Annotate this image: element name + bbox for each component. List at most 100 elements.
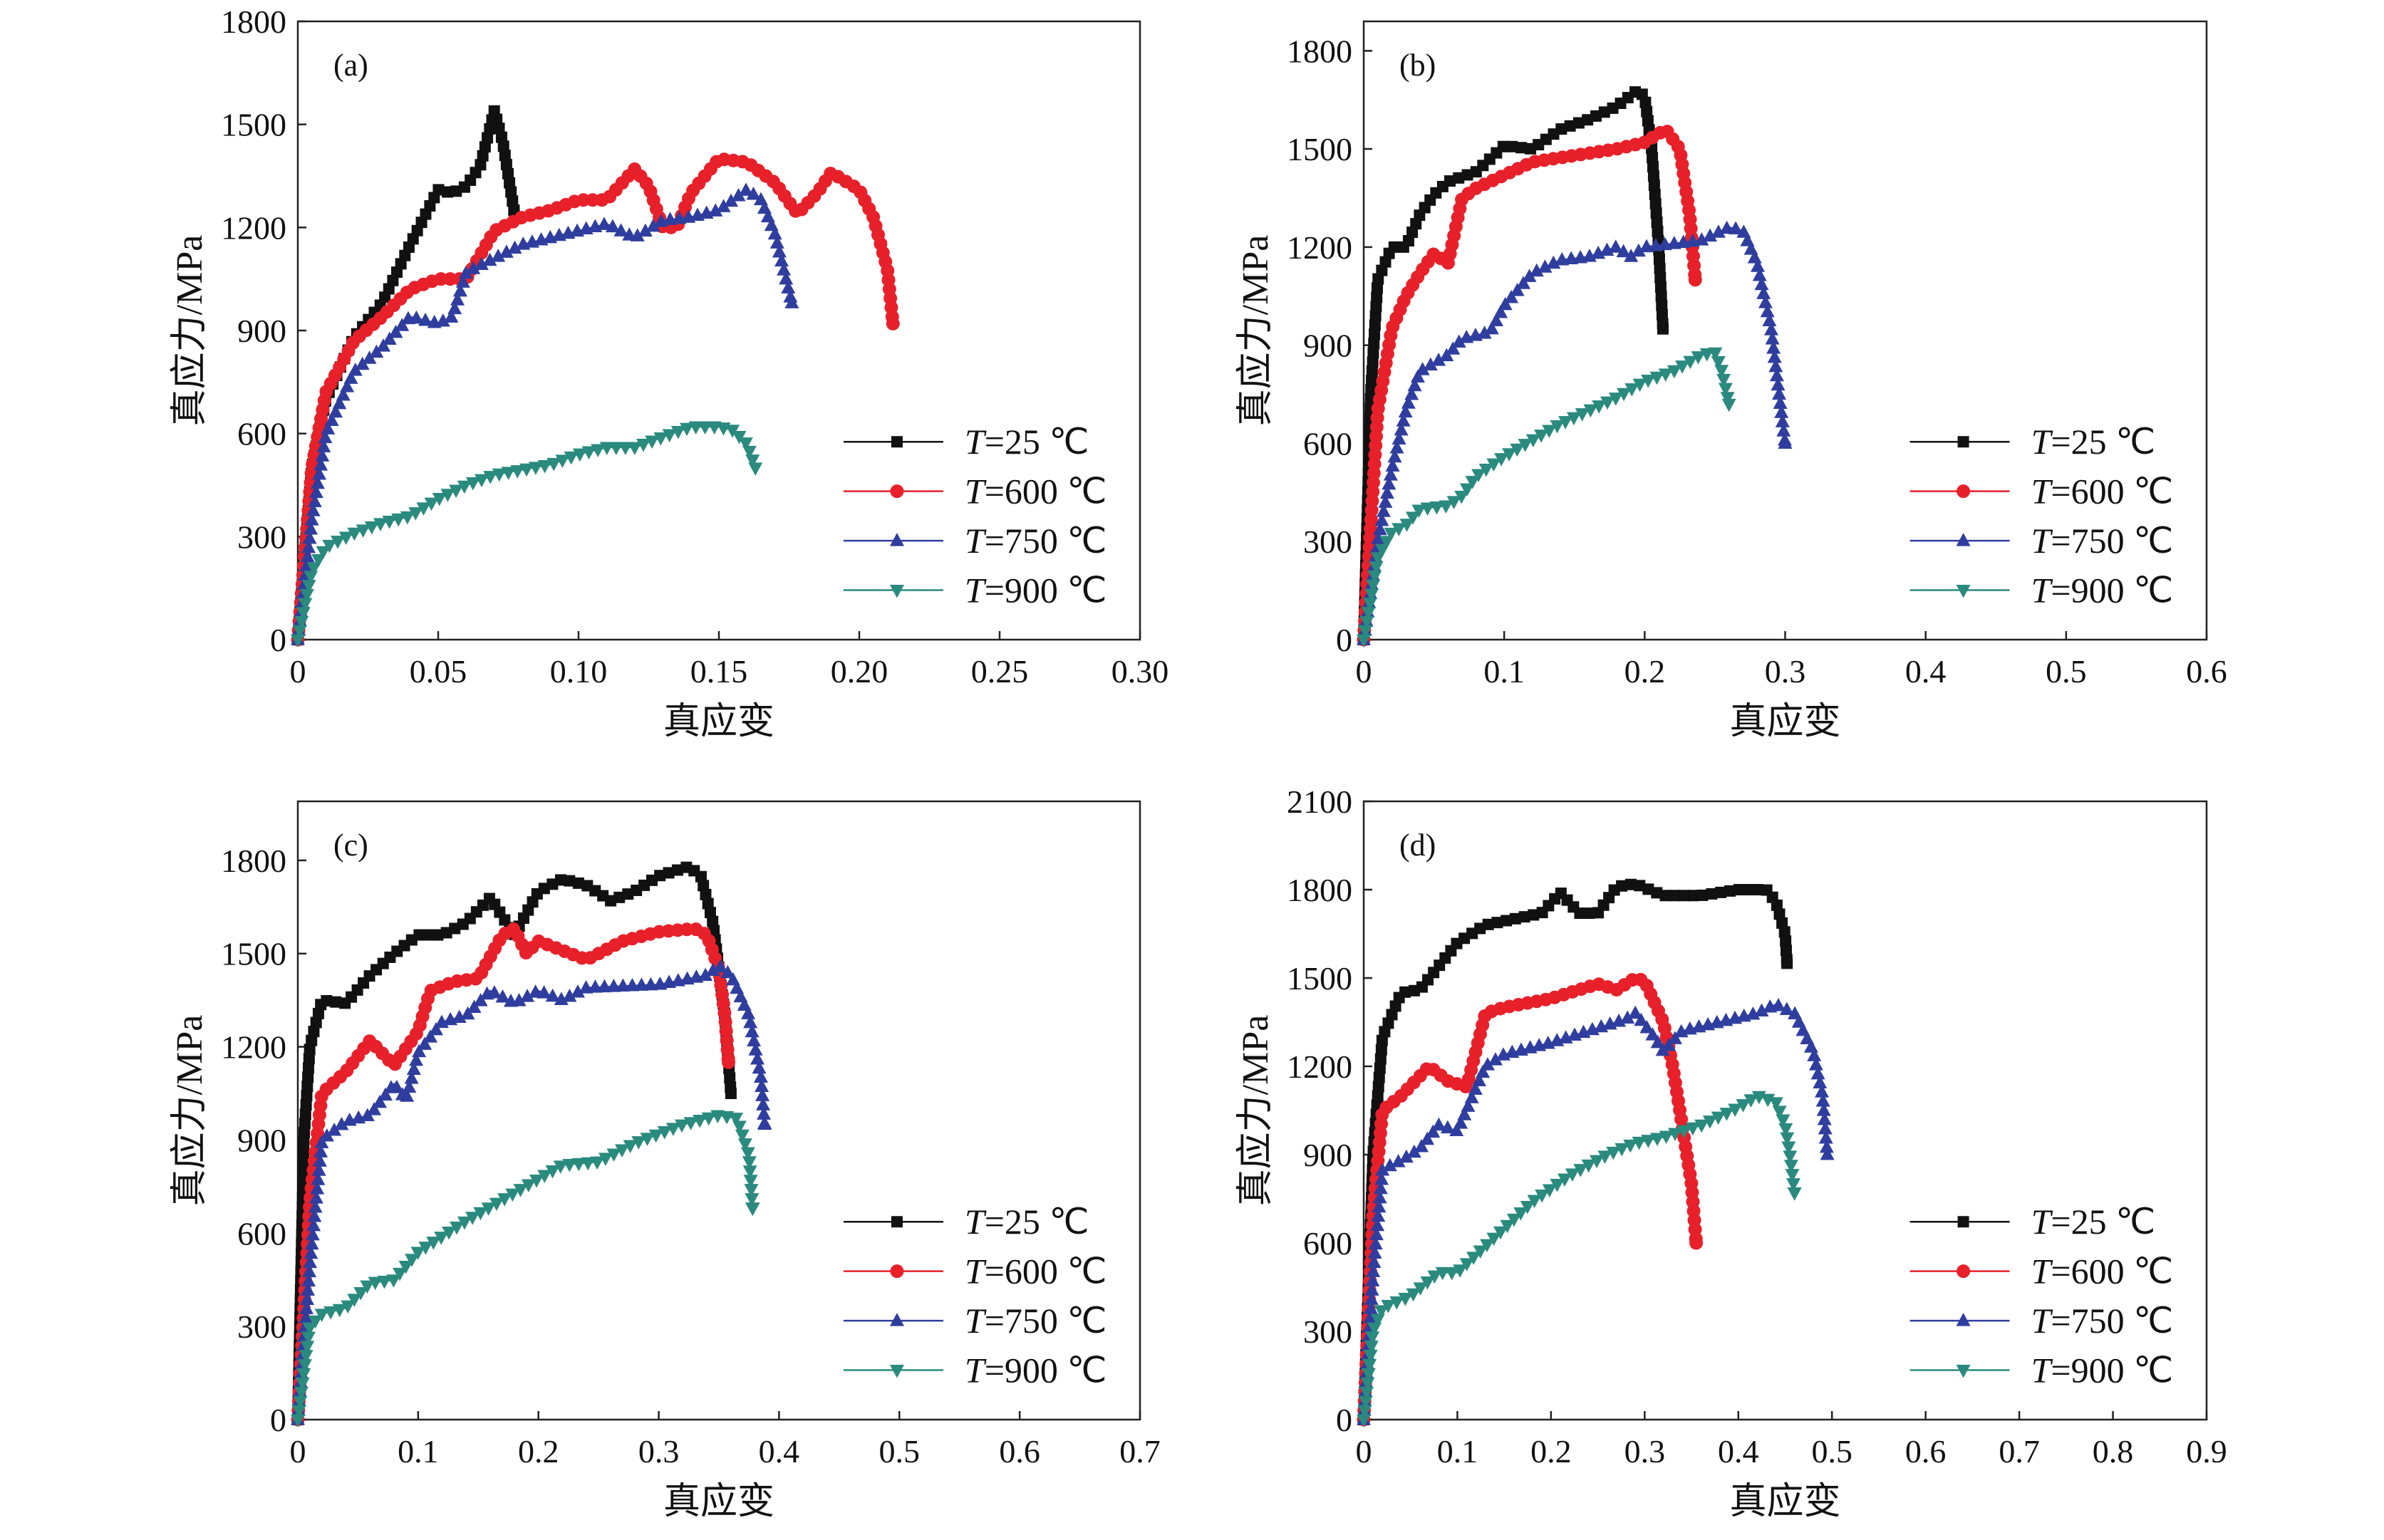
data-point (1504, 289, 1519, 303)
data-point (298, 1145, 310, 1157)
data-point (753, 1069, 768, 1083)
data-point (1509, 912, 1521, 925)
data-point (1768, 1097, 1783, 1110)
data-point (1477, 326, 1492, 339)
data-point (1776, 1114, 1790, 1128)
data-point (457, 480, 472, 494)
data-point (373, 1094, 388, 1108)
data-point (1641, 374, 1656, 388)
data-point (364, 521, 379, 535)
legend-item: T=600 ℃ (843, 472, 1107, 511)
data-point (303, 1254, 318, 1269)
y-tick-label: 600 (237, 416, 286, 452)
legend-item: T=900 ℃ (1909, 1351, 2173, 1390)
data-point (748, 462, 763, 476)
data-point (695, 870, 707, 883)
x-tick-label: 0.5 (879, 1433, 921, 1469)
x-tick-label: 0.6 (1905, 1433, 1947, 1469)
data-point (613, 223, 628, 236)
legend-marker (891, 436, 903, 448)
data-point (1411, 504, 1426, 518)
series-triangle-up (291, 182, 799, 645)
legend-marker (889, 1313, 904, 1326)
y-tick-label: 2100 (1287, 784, 1352, 820)
plot-frame (1362, 800, 2208, 1421)
data-point (1357, 634, 1371, 647)
legend-item: T=25 ℃ (843, 422, 1089, 462)
data-point (779, 271, 794, 285)
data-point (1459, 1258, 1474, 1271)
data-point (336, 387, 351, 401)
data-point (1407, 378, 1422, 392)
data-point (1382, 476, 1396, 490)
legend-marker (1956, 585, 1971, 598)
data-point (343, 370, 358, 384)
legend-label: T=750 ℃ (965, 521, 1107, 561)
data-point (1818, 1121, 1833, 1135)
data-point (1361, 1368, 1376, 1382)
data-point (1484, 321, 1499, 335)
data-point (1651, 216, 1663, 228)
data-point (750, 1051, 765, 1065)
data-point (1388, 241, 1400, 253)
data-point (418, 1242, 433, 1255)
data-point (474, 256, 489, 271)
data-point (1359, 615, 1374, 630)
x-axis-title: 真应变 (1729, 702, 1840, 742)
data-point (440, 489, 455, 502)
data-point (1751, 884, 1763, 895)
legend-label: T=900 ℃ (965, 1351, 1107, 1390)
data-point (291, 1405, 306, 1419)
data-point (648, 1129, 663, 1143)
data-point (1506, 140, 1518, 152)
data-point (308, 1315, 323, 1329)
data-point (562, 1158, 577, 1172)
data-point (1639, 1019, 1654, 1034)
data-point (1368, 338, 1380, 350)
data-point (1516, 276, 1531, 289)
data-point (473, 993, 488, 1006)
data-point (1654, 281, 1667, 293)
data-point (618, 442, 633, 455)
data-point (301, 1081, 313, 1093)
data-point (1399, 519, 1414, 532)
legend-marker (1957, 1216, 1969, 1228)
data-point (1363, 1350, 1378, 1363)
data-point (1360, 1377, 1375, 1391)
data-point (1687, 890, 1699, 902)
data-point (744, 1184, 759, 1197)
legend-value: =25 ℃ (985, 422, 1089, 462)
data-point (340, 379, 355, 392)
data-point (725, 1088, 737, 1100)
data-point (455, 274, 470, 288)
data-point (1364, 588, 1379, 602)
data-point (497, 140, 509, 152)
data-point (300, 1341, 315, 1354)
data-point (1657, 323, 1669, 335)
data-point (294, 1386, 309, 1400)
data-point (1718, 383, 1733, 397)
x-axis-title: 真应变 (663, 1482, 774, 1522)
data-point (330, 996, 342, 1008)
data-point (400, 1088, 415, 1102)
data-point (680, 422, 695, 437)
data-point (1482, 918, 1494, 930)
legend-variable: T (965, 422, 987, 462)
data-point (304, 1245, 318, 1259)
data-point (386, 1274, 401, 1288)
data-point (312, 1153, 327, 1167)
data-point (300, 588, 315, 603)
data-point (313, 457, 328, 471)
legend-variable: T (965, 472, 987, 511)
data-point (698, 421, 712, 435)
data-point (708, 925, 720, 937)
data-point (1374, 1171, 1389, 1185)
data-point (450, 292, 465, 306)
legend-value: =750 ℃ (2051, 521, 2173, 561)
data-point (1783, 1160, 1798, 1173)
data-point (720, 964, 735, 979)
legend-value: =750 ℃ (2051, 1301, 2173, 1341)
data-point (467, 999, 482, 1013)
data-point (1453, 1264, 1468, 1278)
data-point (1762, 313, 1777, 327)
